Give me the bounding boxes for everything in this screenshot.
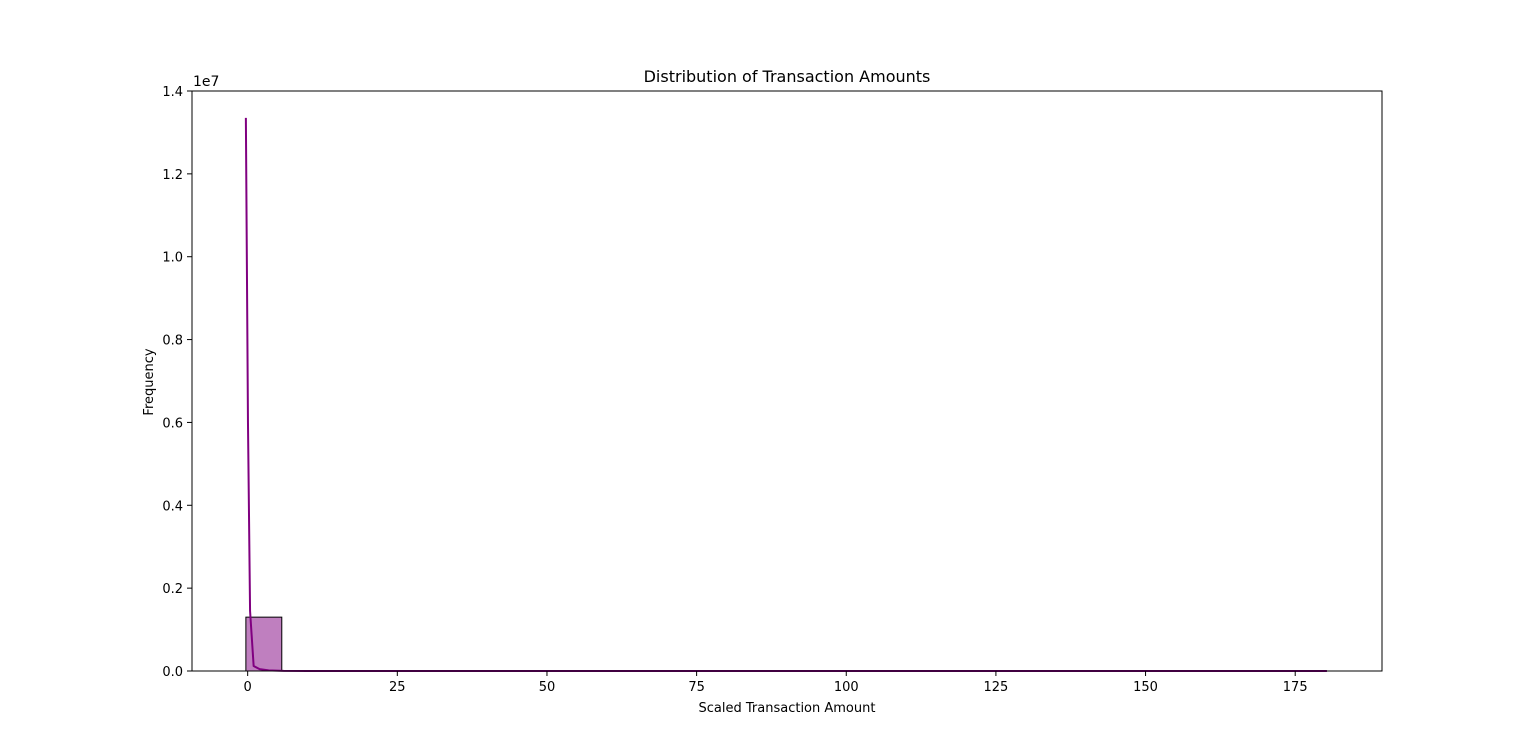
y-tick-label: 0.4	[162, 499, 183, 514]
plot-frame	[191, 90, 1383, 672]
y-tick-label: 1.4	[162, 85, 183, 100]
y-tick-label: 0.8	[162, 334, 183, 349]
x-tick-label: 0	[244, 680, 252, 695]
y-tick-label: 1.0	[162, 251, 183, 266]
x-axis: 0 25 50 75 100 125 150 175	[244, 671, 1308, 695]
kde-curve	[244, 117, 1327, 672]
plot-area	[244, 117, 1327, 672]
x-tick-label: 100	[834, 680, 859, 695]
y-axis: 0.0 0.2 0.4 0.6 0.8 1.0 1.2 1.4	[162, 85, 192, 680]
y-tick-label: 0.2	[162, 582, 183, 597]
x-tick-label: 150	[1133, 680, 1158, 695]
x-axis-label: Scaled Transaction Amount	[699, 701, 876, 716]
y-tick-label: 0.0	[162, 665, 183, 680]
x-tick-label: 25	[389, 680, 406, 695]
y-offset-label: 1e7	[193, 74, 219, 90]
x-tick-label: 50	[539, 680, 556, 695]
y-axis-label: Frequency	[142, 348, 157, 415]
chart-title: Distribution of Transaction Amounts	[644, 67, 931, 86]
y-tick-label: 1.2	[162, 168, 183, 183]
x-tick-label: 175	[1283, 680, 1308, 695]
x-tick-label: 125	[983, 680, 1008, 695]
x-tick-label: 75	[688, 680, 705, 695]
y-tick-label: 0.6	[162, 416, 183, 431]
